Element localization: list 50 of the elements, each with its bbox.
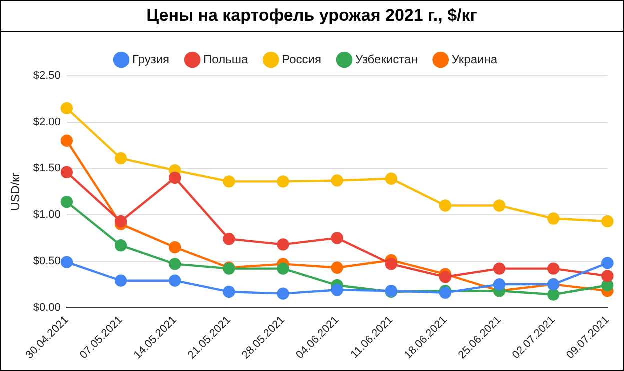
point bbox=[331, 262, 344, 274]
legend-label: Узбекистан bbox=[355, 52, 418, 66]
point bbox=[168, 241, 182, 254]
point bbox=[331, 232, 344, 244]
point bbox=[60, 196, 74, 208]
legend-label: Украина bbox=[452, 52, 498, 66]
point bbox=[385, 258, 398, 270]
point bbox=[168, 274, 182, 287]
point bbox=[60, 134, 74, 147]
point bbox=[114, 152, 128, 165]
point bbox=[439, 271, 452, 284]
point bbox=[223, 233, 236, 246]
legend-label: Польша bbox=[204, 52, 248, 66]
point bbox=[602, 257, 614, 270]
point bbox=[168, 172, 182, 184]
y-tick-label: $1.50 bbox=[33, 162, 61, 175]
y-tick-label: $0.00 bbox=[33, 302, 61, 314]
point bbox=[547, 212, 560, 225]
chart-title: Цены на картофель урожая 2021 г., $/кг bbox=[1, 1, 623, 32]
point bbox=[60, 256, 74, 268]
point bbox=[223, 286, 236, 298]
y-tick-label: $2.00 bbox=[33, 116, 61, 128]
point bbox=[114, 215, 128, 228]
point bbox=[439, 200, 452, 212]
point bbox=[60, 166, 74, 179]
point bbox=[114, 240, 128, 252]
point bbox=[114, 274, 128, 287]
y-axis-title: USD/кг bbox=[8, 172, 23, 212]
y-tick-label: $1.00 bbox=[33, 209, 61, 222]
point bbox=[277, 176, 290, 188]
point bbox=[277, 238, 290, 251]
point bbox=[331, 174, 344, 187]
point bbox=[493, 278, 506, 291]
point bbox=[547, 262, 560, 275]
point bbox=[602, 215, 614, 228]
point bbox=[168, 258, 182, 270]
point bbox=[277, 262, 290, 275]
legend-label: Грузия bbox=[132, 52, 170, 66]
point bbox=[493, 262, 506, 275]
legend-label: Россия bbox=[282, 52, 322, 66]
point bbox=[60, 102, 74, 115]
y-tick-label: $0.50 bbox=[33, 255, 61, 268]
point bbox=[493, 200, 506, 212]
point bbox=[385, 172, 398, 185]
point bbox=[277, 288, 290, 300]
point bbox=[223, 176, 236, 188]
point bbox=[602, 270, 614, 282]
point bbox=[331, 284, 344, 296]
point bbox=[547, 288, 560, 301]
y-tick-label: $2.50 bbox=[33, 70, 61, 82]
